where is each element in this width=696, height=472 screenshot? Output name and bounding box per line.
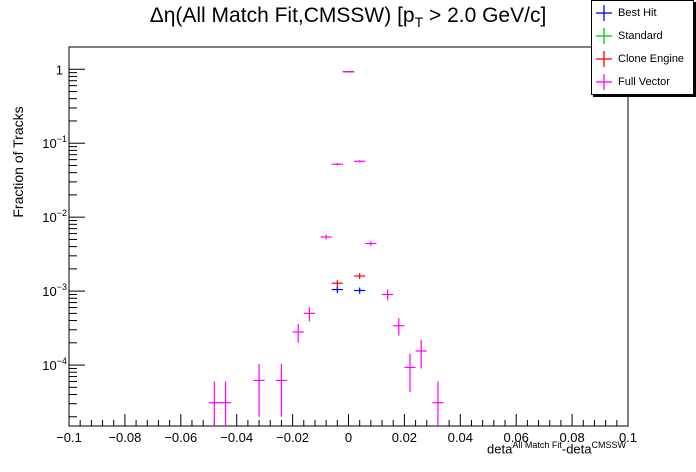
legend-entry: Full Vector	[592, 72, 693, 95]
chart-title: Δη(All Match Fit,CMSSW) [pT > 2.0 GeV/c]	[149, 4, 547, 31]
y-tick-label: 1	[56, 62, 63, 77]
legend-marker-icon	[596, 28, 612, 44]
x-tick-label: 0	[345, 430, 352, 445]
x-tick-label: −0.06	[164, 430, 197, 445]
legend-marker-icon	[596, 74, 612, 90]
legend-label: Standard	[618, 30, 663, 42]
series-group	[208, 70, 444, 426]
y-tick-label: 10−4	[42, 356, 67, 373]
data-point	[219, 381, 232, 426]
x-tick-label: −0.1	[56, 430, 82, 445]
data-point	[354, 273, 366, 280]
data-marks	[208, 70, 444, 426]
axis-ticks: −0.1 −0.08 −0.06 −0.04 −0.02 0 0.02 0.04 0.06 0.0…	[42, 46, 637, 445]
plot-frame	[68, 46, 629, 427]
x-tick-label: 0.08	[559, 430, 584, 445]
data-point	[208, 381, 220, 426]
x-tick-label: 0.1	[619, 430, 637, 445]
data-point	[365, 241, 377, 246]
data-point	[303, 306, 315, 322]
y-tick-label: 10−3	[42, 282, 67, 299]
data-point	[292, 323, 304, 343]
data-point	[404, 353, 416, 393]
data-point	[354, 160, 366, 163]
legend-label: Full Vector	[618, 76, 670, 88]
data-point	[393, 318, 405, 336]
data-point	[432, 381, 444, 426]
x-axis-label: detaAll Match Fit-detaCMSSW	[487, 440, 626, 457]
data-point	[415, 339, 427, 369]
x-tick-label: 0.04	[448, 430, 473, 445]
data-point	[275, 363, 288, 417]
x-tick-label: −0.08	[108, 430, 141, 445]
y-tick-label: 10−2	[42, 208, 67, 225]
series-group	[331, 70, 366, 287]
y-tick-label: 10−1	[42, 134, 67, 151]
legend: Best Hit Standard Clone Engine Full Vector	[591, 0, 694, 95]
legend-label: Clone Engine	[618, 53, 685, 65]
data-point	[382, 289, 394, 301]
y-axis-label: Fraction of Tracks	[10, 106, 26, 218]
x-tick-label: 0.02	[392, 430, 417, 445]
legend-marker-icon	[596, 5, 612, 21]
x-tick-label: −0.04	[220, 430, 253, 445]
legend-entry: Best Hit	[592, 3, 693, 26]
x-tick-label: 0.06	[504, 430, 529, 445]
x-tick-label: −0.02	[276, 430, 309, 445]
data-point	[331, 286, 343, 294]
data-point	[331, 163, 343, 166]
data-point	[320, 234, 332, 240]
legend-label: Best Hit	[618, 7, 657, 19]
series-group	[331, 70, 366, 294]
legend-entry: Clone Engine	[592, 49, 693, 72]
legend-marker-icon	[596, 51, 612, 67]
data-point	[253, 363, 265, 417]
data-point	[354, 287, 366, 294]
legend-entry: Standard	[592, 26, 693, 49]
data-point	[331, 280, 343, 287]
